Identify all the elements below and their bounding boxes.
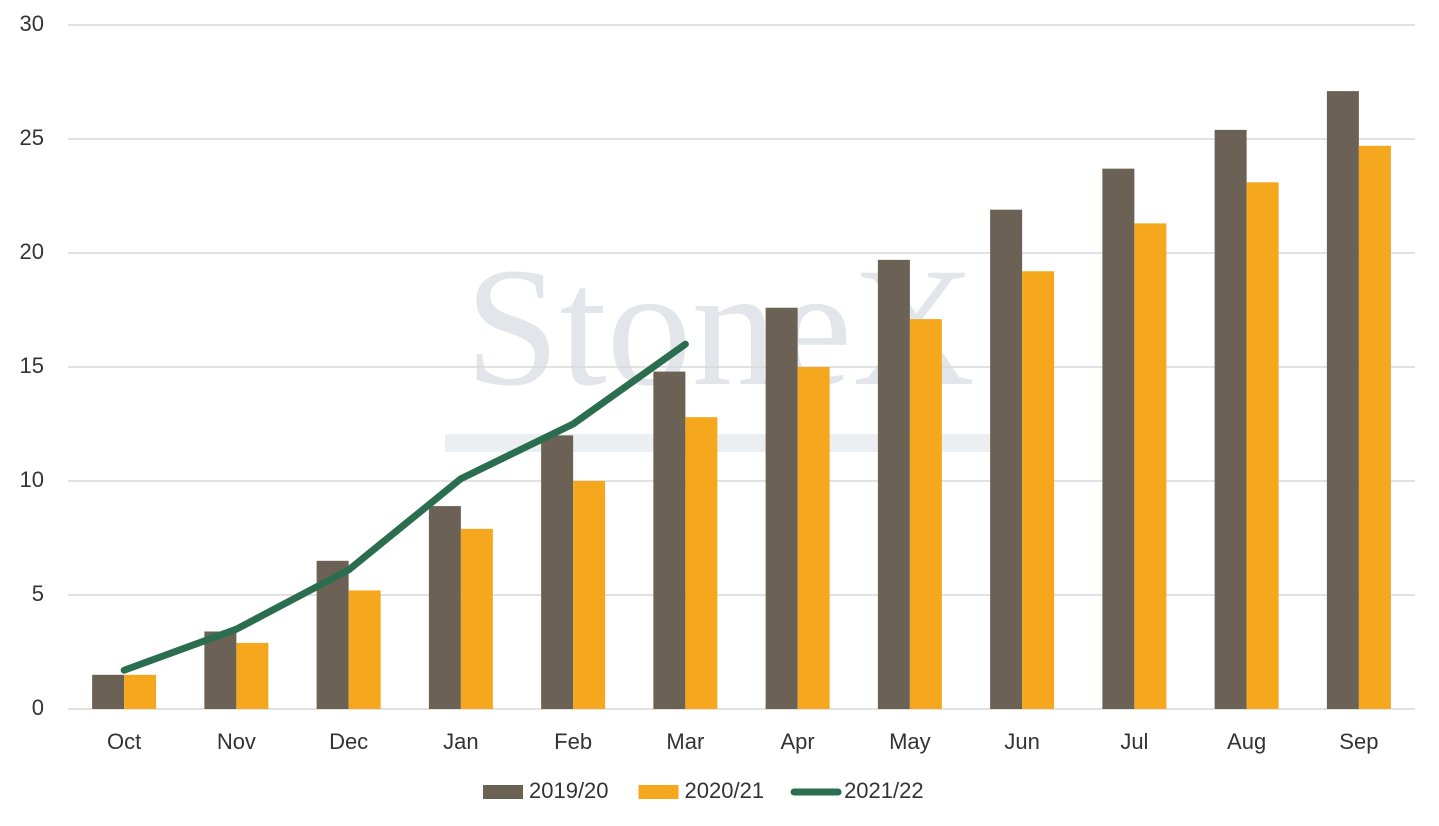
bar — [541, 435, 574, 709]
y-tick-label: 25 — [20, 125, 44, 150]
bar — [1102, 168, 1135, 709]
legend-label: 2020/21 — [685, 778, 765, 803]
y-tick-label: 5 — [32, 581, 44, 606]
line — [120, 340, 689, 674]
y-tick-label: 0 — [32, 695, 44, 720]
x-tick-label: Dec — [329, 729, 368, 754]
bar — [92, 674, 125, 709]
bar — [1326, 91, 1359, 710]
watermark-band — [445, 434, 995, 452]
x-tick-label: Sep — [1339, 729, 1378, 754]
y-tick-label: 10 — [20, 467, 44, 492]
x-tick-label: Apr — [781, 729, 815, 754]
bar — [204, 631, 237, 709]
legend-swatch — [638, 785, 679, 799]
x-tick-label: Jan — [443, 729, 478, 754]
x-tick-label: Feb — [554, 729, 592, 754]
bar — [877, 259, 910, 709]
x-tick-label: Jul — [1120, 729, 1148, 754]
bar — [909, 319, 942, 709]
legend-label: 2019/20 — [529, 778, 609, 803]
bar — [1358, 145, 1391, 710]
bar — [1246, 182, 1279, 709]
x-tick-label: Mar — [666, 729, 704, 754]
bar — [460, 528, 493, 709]
bar — [990, 209, 1023, 709]
y-tick-label: 20 — [20, 239, 44, 264]
bar — [1022, 271, 1055, 709]
x-tick-label: May — [889, 729, 931, 754]
x-tick-label: Aug — [1227, 729, 1266, 754]
bar — [797, 367, 830, 709]
x-tick-label: Jun — [1004, 729, 1039, 754]
legend-label: 2021/22 — [844, 778, 924, 803]
y-tick-label: 30 — [20, 11, 44, 36]
bar — [1134, 223, 1167, 710]
bar — [765, 307, 798, 709]
bar — [1214, 129, 1247, 709]
legend-swatch — [483, 785, 523, 799]
bar — [573, 481, 606, 709]
bar — [348, 590, 381, 709]
bar — [428, 506, 461, 709]
y-tick-label: 15 — [20, 353, 44, 378]
bar — [653, 371, 686, 709]
bar — [124, 674, 157, 709]
x-tick-label: Nov — [217, 729, 256, 754]
bar — [685, 417, 718, 709]
bar — [236, 642, 269, 709]
x-tick-label: Oct — [107, 729, 141, 754]
